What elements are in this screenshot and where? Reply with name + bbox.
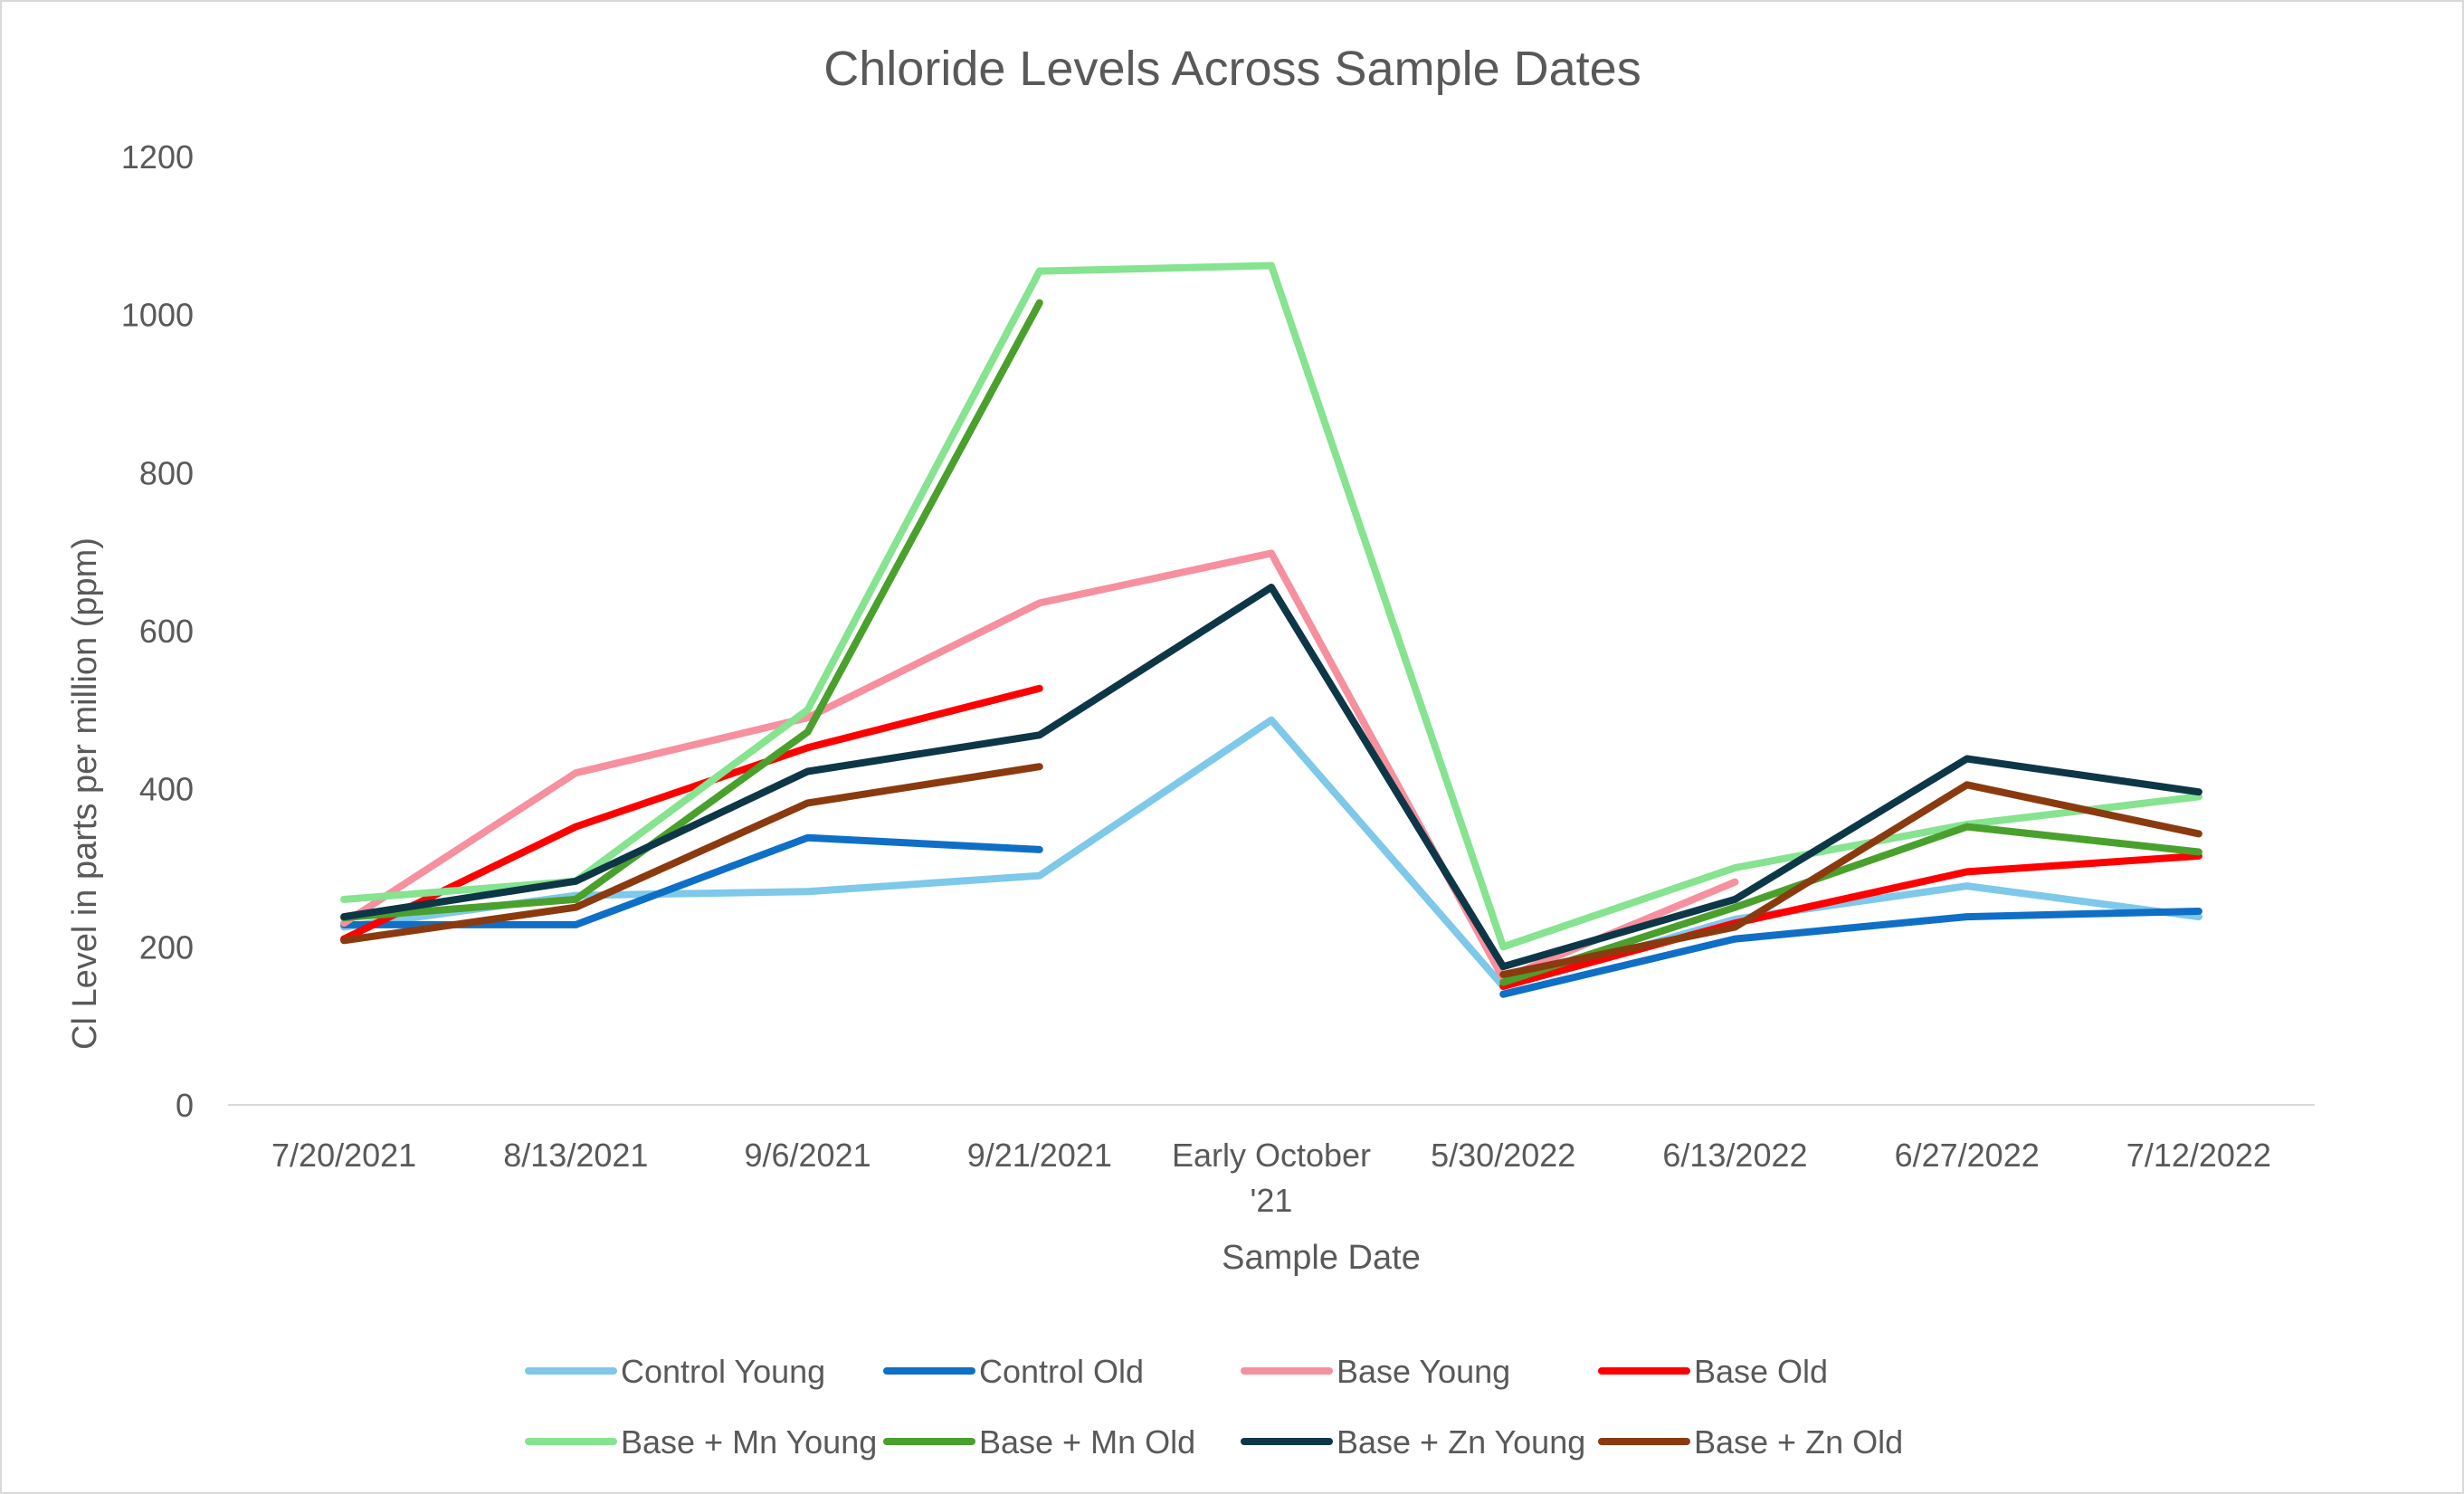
series-line-base-mn-young <box>340 262 2202 951</box>
plot-area: 0 200 400 600 800 1000 1200 7/20/2021 8/13/2021 9… <box>121 138 2315 1219</box>
series-line-base-zn-young <box>340 584 2202 971</box>
legend-label-base-mn-young: Base + Mn Young <box>621 1423 877 1461</box>
x-tick-label: Early October '21 <box>1172 1137 1371 1219</box>
y-axis-title: Cl Level in parts per million (ppm) <box>66 538 104 1050</box>
x-tick-label: 6/13/2022 <box>1662 1137 1807 1174</box>
legend: Control Young Control Old Base Young Base O… <box>525 1353 1903 1461</box>
series-line-base-young <box>340 549 1739 983</box>
series-line-base-mn-old <box>340 299 2202 986</box>
legend-label-base-old: Base Old <box>1694 1353 1828 1390</box>
y-tick-label: 1200 <box>121 138 194 176</box>
legend-label-base-young: Base Young <box>1337 1353 1510 1390</box>
x-tick-label: 9/21/2021 <box>967 1137 1112 1174</box>
chart-title: Chloride Levels Across Sample Dates <box>823 42 1641 96</box>
x-tick-label: 5/30/2022 <box>1431 1137 1575 1174</box>
series-line-base-old <box>340 684 2202 990</box>
y-tick-label: 200 <box>139 928 194 966</box>
x-tick-label: 8/13/2021 <box>503 1137 648 1174</box>
y-tick-label: 800 <box>139 454 194 491</box>
series-line-base-zn-old <box>340 763 2202 978</box>
y-tick-label: 1000 <box>121 297 194 334</box>
legend-label-base-zn-old: Base + Zn Old <box>1694 1423 1903 1461</box>
x-tick-label: 7/20/2021 <box>271 1137 416 1174</box>
x-axis-title: Sample Date <box>1222 1239 1421 1277</box>
y-tick-label: 0 <box>176 1087 194 1124</box>
x-tick-label: 9/6/2021 <box>744 1137 870 1174</box>
y-tick-label: 400 <box>139 771 194 808</box>
legend-label-base-zn-young: Base + Zn Young <box>1337 1423 1585 1461</box>
legend-label-control-old: Control Old <box>979 1353 1144 1390</box>
x-tick-label: 6/27/2022 <box>1895 1137 2040 1174</box>
y-tick-label: 600 <box>139 613 194 650</box>
legend-label-control-young: Control Young <box>621 1353 825 1390</box>
legend-label-base-mn-old: Base + Mn Old <box>979 1423 1195 1461</box>
x-tick-label: 7/12/2022 <box>2126 1137 2271 1174</box>
